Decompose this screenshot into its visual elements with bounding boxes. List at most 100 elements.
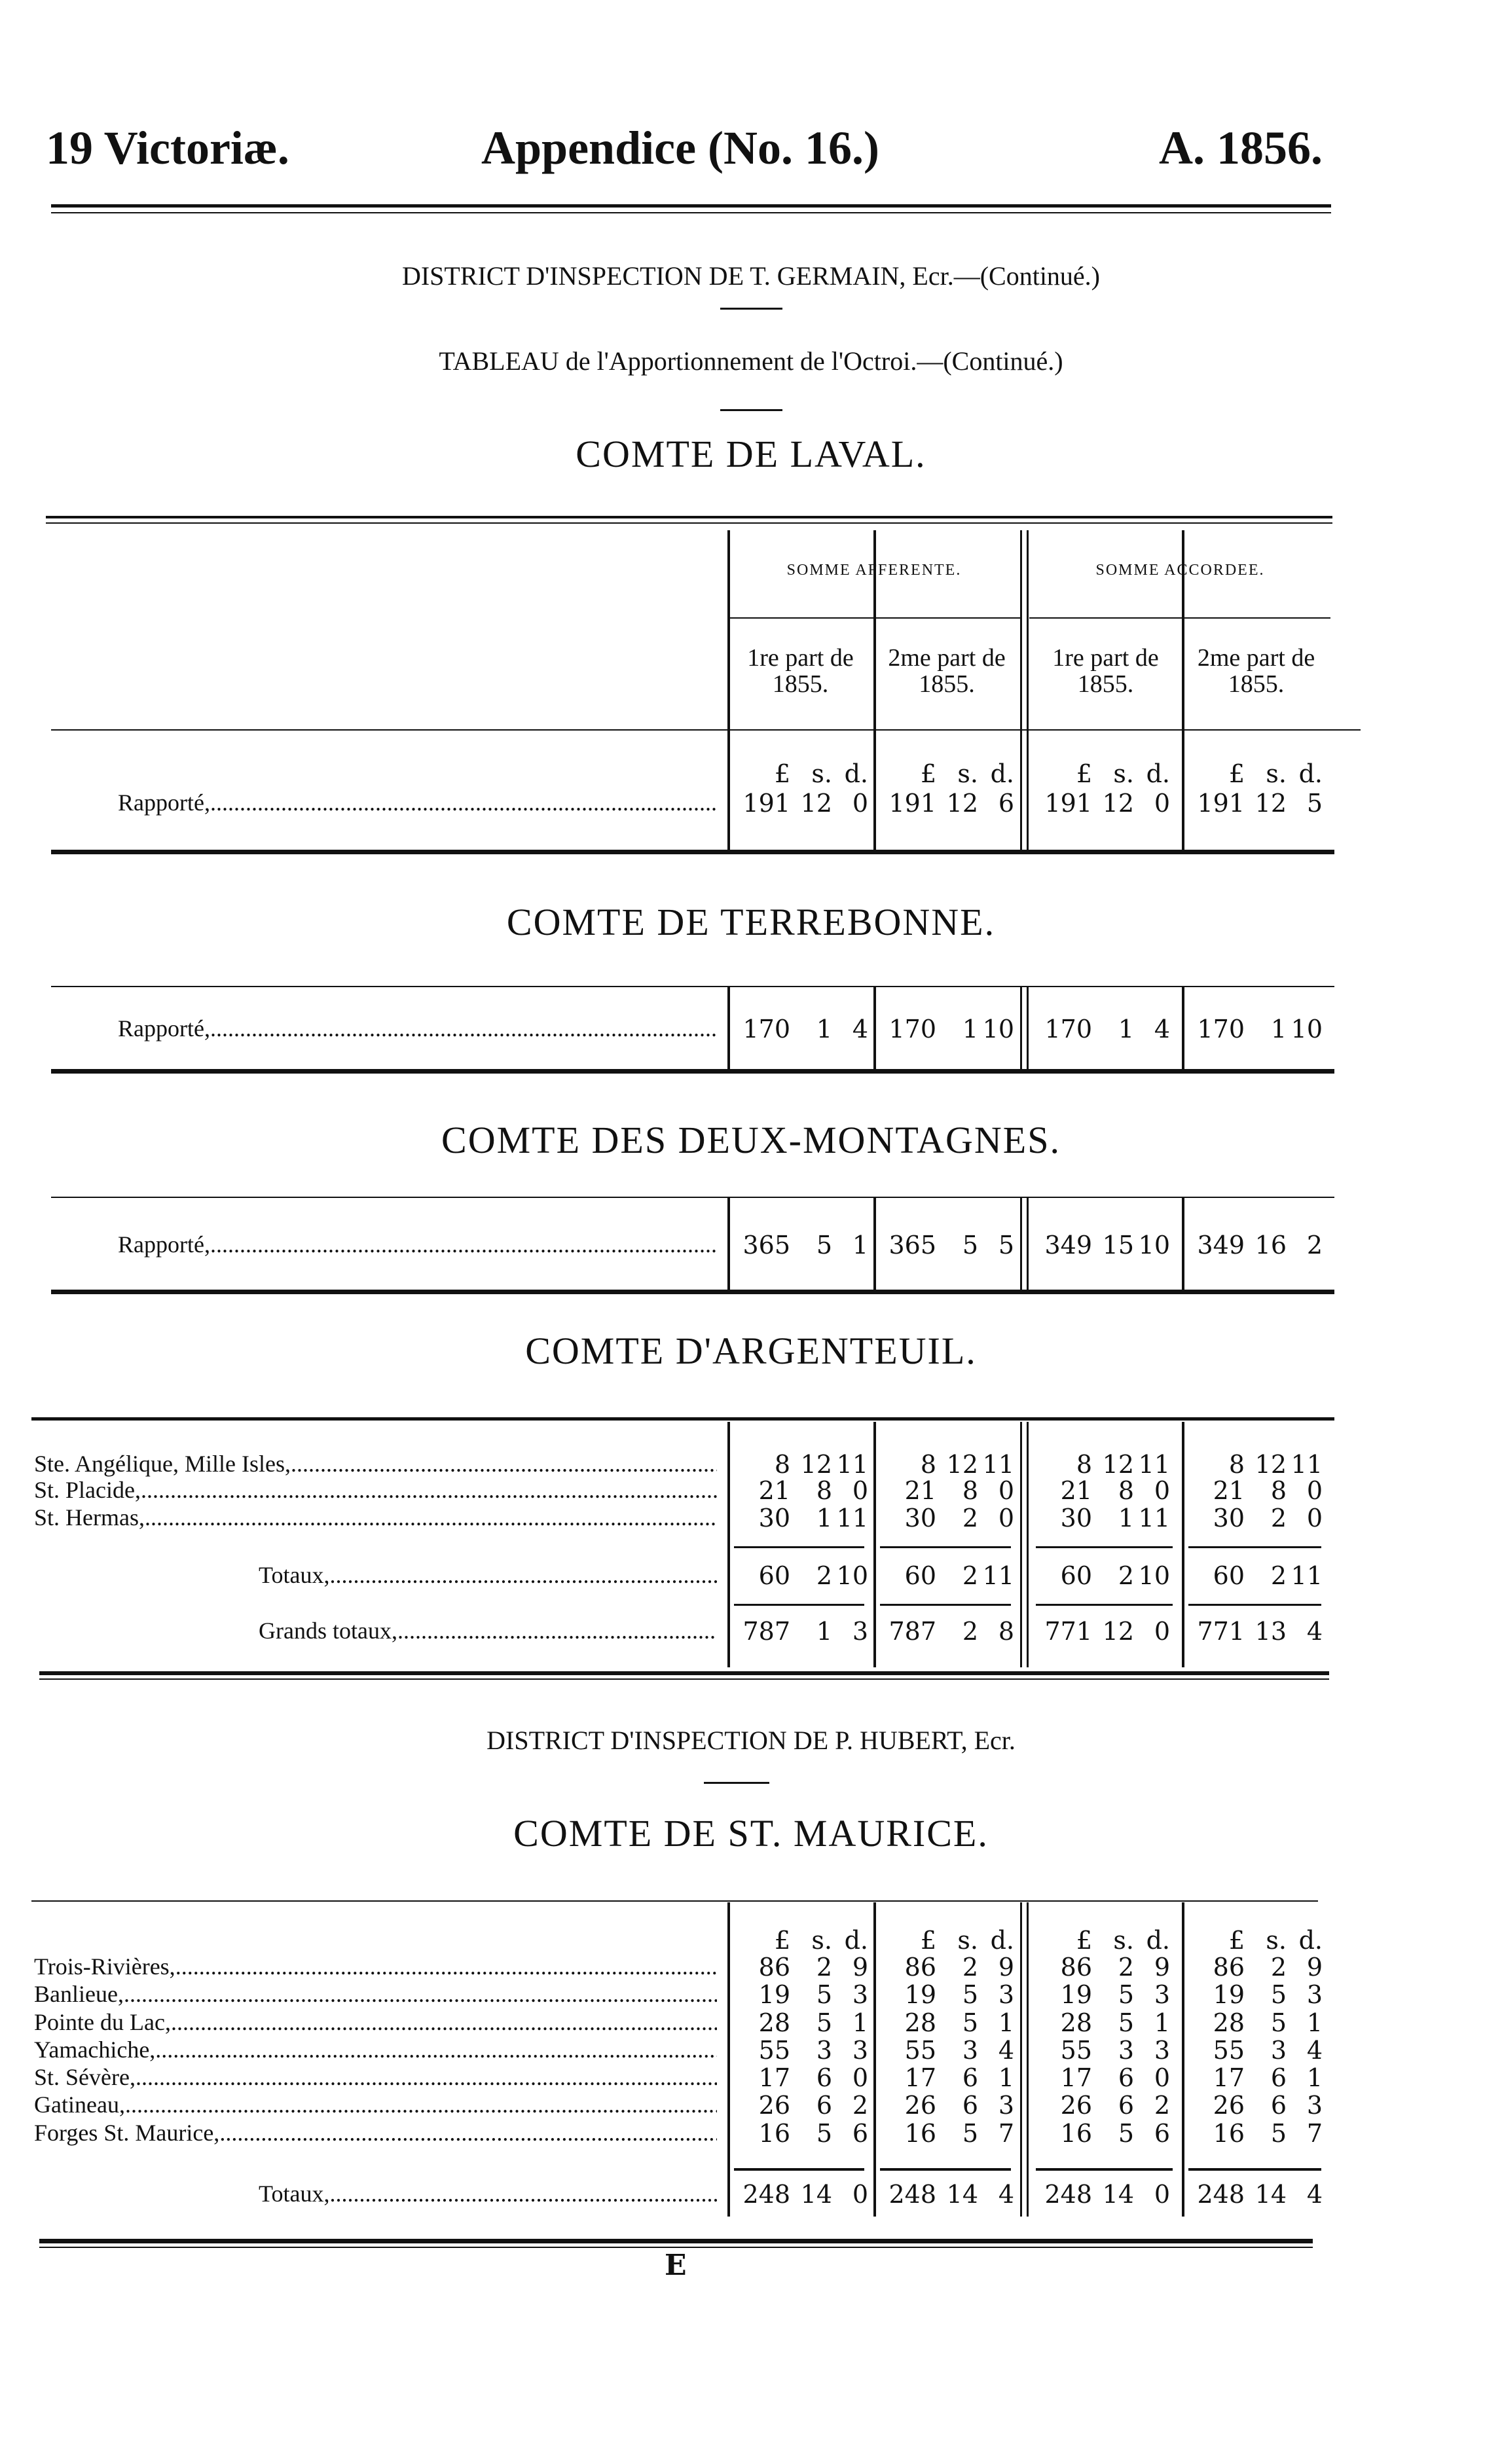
total-cell: 10 (836, 1561, 868, 1590)
amount-cell: 1 (816, 1015, 832, 1043)
rule (46, 516, 1332, 518)
amount-cell: 3 (998, 1980, 1014, 2009)
amount-cell: 1 (962, 1015, 978, 1043)
total-cell: 2 (816, 1561, 832, 1590)
divider (704, 1782, 769, 1784)
amount-cell: 0 (1306, 1476, 1323, 1505)
amount-cell: 3 (816, 2036, 832, 2065)
dot-leader: ........................................… (140, 1477, 717, 1503)
amount-cell: 55 (1060, 2036, 1092, 2065)
total-cell: 248 (1197, 2180, 1245, 2209)
unit-label: £ (1228, 1926, 1245, 1955)
amount-cell: 55 (904, 2036, 936, 2065)
row-label: Forges St. Maurice,.....................… (34, 2119, 717, 2147)
total-cell: 11 (1291, 1561, 1323, 1590)
amount-cell: 15 (1102, 1231, 1134, 1259)
total-cell: 0 (1154, 2180, 1170, 2209)
amount-cell: 2 (852, 2091, 868, 2120)
dot-leader: ........................................… (124, 2092, 717, 2118)
column-divider (1182, 1902, 1184, 2217)
subtotal-rule (734, 1546, 864, 1548)
amount-cell: 365 (742, 1231, 790, 1259)
grand-total-cell: 1 (816, 1617, 832, 1646)
dot-leader: ........................................… (170, 2009, 717, 2035)
rule (51, 729, 1361, 731)
subtotal-rule (880, 1604, 1011, 1606)
unit-label: d. (1298, 1926, 1323, 1955)
row-label-text: Totaux, (259, 2181, 330, 2207)
part-header: 2me part de 1855. (888, 644, 1006, 698)
column-divider (1027, 987, 1029, 1072)
unit-label: s. (957, 759, 978, 788)
amount-cell: 12 (800, 1450, 832, 1479)
grand-total-cell: 787 (888, 1617, 936, 1646)
dot-leader: ........................................… (397, 1618, 717, 1644)
row-label: Rapporté,...............................… (118, 1015, 717, 1042)
amount-cell: 1 (1270, 1015, 1287, 1043)
part-header: 2me part de 1855. (1197, 644, 1315, 698)
amount-cell: 5 (962, 2119, 978, 2148)
amount-cell: 2 (1154, 2091, 1170, 2120)
row-label-text: Grands totaux, (259, 1618, 397, 1644)
amount-cell: 9 (1154, 1953, 1170, 1982)
row-label: Gatineau,...............................… (34, 2091, 717, 2118)
rule (51, 1290, 1334, 1294)
amount-cell: 5 (998, 1231, 1014, 1259)
column-divider (873, 1902, 876, 2217)
amount-cell: 26 (904, 2091, 936, 2120)
amount-cell: 5 (1270, 2119, 1287, 2148)
amount-cell: 16 (1213, 2119, 1245, 2148)
amount-cell: 191 (1197, 789, 1245, 818)
row-label-text: Ste. Angélique, Mille Isles, (34, 1451, 291, 1477)
unit-label: d. (844, 759, 868, 788)
amount-cell: 6 (1154, 2119, 1170, 2148)
amount-cell: 21 (1060, 1476, 1092, 1505)
subtotal-rule (1188, 1546, 1321, 1548)
amount-cell: 7 (998, 2119, 1014, 2148)
amount-cell: 30 (1213, 1504, 1245, 1532)
amount-cell: 5 (1306, 789, 1323, 818)
column-divider (873, 1198, 876, 1293)
amount-cell: 5 (1270, 2008, 1287, 2037)
amount-cell: 17 (904, 2063, 936, 2092)
rule (727, 617, 1022, 619)
amount-cell: 1 (1118, 1504, 1134, 1532)
column-divider (727, 1198, 730, 1293)
subtotal-rule (734, 1604, 864, 1606)
dot-leader: ........................................… (144, 1504, 717, 1531)
header-rule-thin (51, 212, 1331, 213)
rule (39, 1671, 1329, 1675)
unit-label: d. (990, 1926, 1014, 1955)
amount-cell: 8 (1076, 1450, 1092, 1479)
divider (720, 409, 782, 411)
unit-label: £ (920, 759, 936, 788)
amount-cell: 55 (1213, 2036, 1245, 2065)
amount-cell: 3 (1118, 2036, 1134, 2065)
dot-leader: ........................................… (135, 2064, 717, 2090)
totals-label: Totaux,.................................… (259, 2180, 717, 2207)
amount-cell: 0 (998, 1504, 1014, 1532)
dot-leader: ........................................… (210, 1015, 717, 1042)
amount-cell: 2 (1118, 1953, 1134, 1982)
amount-cell: 0 (852, 789, 868, 818)
total-cell: 4 (1306, 2180, 1323, 2209)
amount-cell: 12 (1102, 789, 1134, 818)
column-divider (873, 987, 876, 1072)
total-cell: 10 (1138, 1561, 1170, 1590)
header-session: 19 Victoriæ. (46, 122, 289, 174)
total-cell: 60 (904, 1561, 936, 1590)
tableau-heading: TABLEAU de l'Apportionnement de l'Octroi… (439, 346, 1063, 376)
subtotal-rule (1036, 1546, 1173, 1548)
amount-cell: 19 (758, 1980, 790, 2009)
amount-cell: 6 (1118, 2063, 1134, 2092)
row-label-text: Rapporté, (118, 789, 210, 816)
amount-cell: 19 (1213, 1980, 1245, 2009)
amount-cell: 12 (946, 789, 978, 818)
divider (720, 308, 782, 310)
amount-cell: 6 (998, 789, 1014, 818)
amount-cell: 5 (1118, 2008, 1134, 2037)
unit-label: £ (920, 1926, 936, 1955)
total-cell: 2 (1118, 1561, 1134, 1590)
amount-cell: 28 (904, 2008, 936, 2037)
amount-cell: 1 (816, 1504, 832, 1532)
